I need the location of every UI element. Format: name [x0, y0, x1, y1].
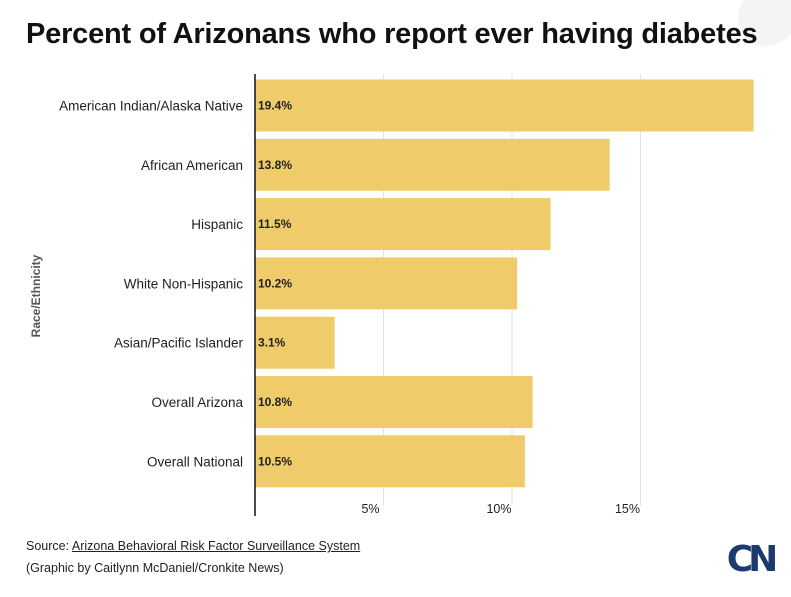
bar [255, 79, 754, 132]
source-line: Source: Arizona Behavioral Risk Factor S… [26, 539, 360, 553]
bar-value-label: 11.5% [258, 217, 292, 231]
bar-value-label: 10.8% [258, 395, 292, 409]
y-axis-title: Race/Ethnicity [29, 254, 43, 337]
category-label: Overall Arizona [151, 395, 243, 410]
corner-decoration [738, 0, 791, 46]
bar-value-label: 3.1% [258, 336, 286, 350]
category-label: American Indian/Alaska Native [59, 99, 243, 114]
bar [255, 257, 518, 310]
bar [255, 198, 551, 251]
bar [255, 138, 610, 191]
graphic-credit: (Graphic by Caitlynn McDaniel/Cronkite N… [26, 561, 284, 575]
category-label: Overall National [147, 454, 243, 469]
category-label: African American [141, 158, 243, 173]
bar [255, 316, 335, 369]
source-prefix: Source: [26, 539, 72, 553]
x-tick-label: 15% [615, 502, 640, 516]
bar-value-label: 10.2% [258, 276, 292, 290]
bar-value-label: 10.5% [258, 454, 292, 468]
chart-title: Percent of Arizonans who report ever hav… [26, 18, 758, 50]
x-tick-label: 5% [361, 502, 379, 516]
category-label: Hispanic [191, 217, 243, 232]
source-link[interactable]: Arizona Behavioral Risk Factor Surveilla… [71, 539, 361, 553]
labels: 5% 10% 15% 19.4% American Indian/Alaska Nati… [59, 99, 640, 517]
bar-value-label: 13.8% [258, 158, 292, 172]
x-tick-label: 10% [486, 502, 511, 516]
category-label: White Non-Hispanic [124, 276, 244, 291]
bar [255, 376, 533, 428]
category-label: Asian/Pacific Islander [114, 336, 244, 351]
bar [255, 435, 525, 488]
cronkite-news-logo: CN [726, 539, 779, 580]
bar-value-label: 19.4% [258, 99, 292, 113]
bars [255, 79, 754, 488]
